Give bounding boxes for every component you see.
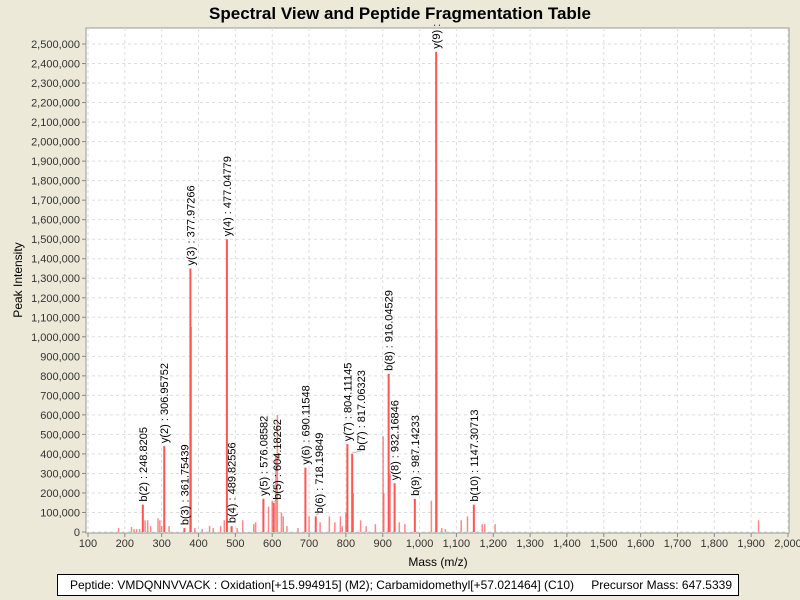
peptide-info: Peptide: VMDQNNVVACK : Oxidation[+15.994… (70, 578, 575, 592)
x-tick-label: 1,300 (516, 538, 544, 550)
y-tick-label: 1,200,000 (31, 293, 80, 305)
y-tick-label: 500,000 (40, 429, 80, 441)
label-leader-line (352, 450, 362, 454)
y-tick-label: 700,000 (40, 390, 80, 402)
x-tick-label: 1,000 (406, 538, 434, 550)
y-tick-label: 2,000,000 (31, 137, 80, 149)
peak-label: b(3) : 361.75439 (179, 444, 191, 525)
label-leader-line (315, 513, 319, 516)
y-tick-label: 2,200,000 (31, 98, 80, 110)
x-tick-label: 900 (374, 538, 392, 550)
y-tick-label: 1,800,000 (31, 176, 80, 188)
peak-label: y(3) : 377.97266 (185, 185, 197, 265)
x-tick-label: 300 (153, 538, 171, 550)
x-tick-label: 500 (226, 538, 244, 550)
y-tick-label: 200,000 (40, 488, 80, 500)
peak-label: y(2) : 306.95752 (159, 363, 171, 443)
y-tick-label: 1,100,000 (31, 312, 80, 324)
peak-label: b(9) : 987.14233 (410, 415, 422, 496)
y-tick-label: 2,500,000 (31, 39, 80, 51)
y-tick-label: 400,000 (40, 449, 80, 461)
y-tick-label: 600,000 (40, 410, 80, 422)
peak-label: y(6) : 690.11548 (300, 385, 312, 464)
precursor-mass: Precursor Mass: 647.5339 (591, 578, 732, 592)
peak-label: y(7) : 804.11145 (342, 363, 354, 441)
x-tick-label: 1,900 (737, 538, 765, 550)
y-tick-label: 0 (74, 527, 80, 539)
peak-label: b(7) : 817.06323 (356, 370, 368, 451)
y-tick-label: 1,500,000 (31, 234, 80, 246)
label-leader-line (273, 499, 277, 503)
x-tick-label: 400 (189, 538, 207, 550)
y-tick-label: 1,700,000 (31, 195, 80, 207)
x-axis-label: Mass (m/z) (408, 555, 467, 569)
peak-label: y(9) : (431, 24, 443, 49)
y-tick-label: 2,300,000 (31, 78, 80, 90)
x-tick-label: 1,700 (664, 538, 692, 550)
chart-title: Spectral View and Peptide Fragmentation … (209, 4, 591, 23)
peak-label: b(10) : 1147.30713 (469, 410, 481, 502)
peak-label: b(5) : 604.18262 (272, 419, 284, 500)
y-tick-label: 1,900,000 (31, 156, 80, 168)
y-axis-label: Peak Intensity (11, 242, 25, 317)
x-tick-label: 1,100 (443, 538, 471, 550)
y-tick-label: 1,400,000 (31, 254, 80, 266)
x-tick-label: 1,500 (590, 538, 618, 550)
y-tick-label: 2,400,000 (31, 59, 80, 71)
y-tick-label: 300,000 (40, 468, 80, 480)
x-tick-label: 600 (263, 538, 281, 550)
x-tick-label: 1,800 (701, 538, 729, 550)
peak-label: y(5) : 576.08582 (258, 416, 270, 496)
y-tick-label: 1,000,000 (31, 332, 80, 344)
y-tick-label: 900,000 (40, 351, 80, 363)
peak-label: b(8) : 916.04529 (384, 290, 396, 371)
y-tick-label: 800,000 (40, 371, 80, 383)
peptide-legend: Peptide: VMDQNNVVACK : Oxidation[+15.994… (57, 574, 739, 596)
y-tick-label: 1,600,000 (31, 215, 80, 227)
x-tick-label: 200 (116, 538, 134, 550)
peak-label: y(4) : 477.04779 (222, 156, 234, 236)
x-tick-label: 700 (300, 538, 318, 550)
y-tick-label: 1,300,000 (31, 273, 80, 285)
peak-label: y(8) : 932.16846 (390, 400, 402, 480)
peak-label: b(6) : 718.19849 (314, 433, 326, 514)
x-tick-label: 1,400 (553, 538, 581, 550)
peak-label: b(2) : 248.8205 (138, 427, 150, 502)
x-tick-label: 1,600 (627, 538, 655, 550)
y-tick-label: 100,000 (40, 507, 80, 519)
x-tick-label: 2,000 (774, 538, 800, 550)
x-tick-label: 1,200 (479, 538, 507, 550)
x-tick-label: 800 (337, 538, 355, 550)
peak-label: b(4) : 489.82556 (227, 442, 239, 523)
y-tick-label: 2,100,000 (31, 117, 80, 129)
x-tick-label: 100 (79, 538, 97, 550)
